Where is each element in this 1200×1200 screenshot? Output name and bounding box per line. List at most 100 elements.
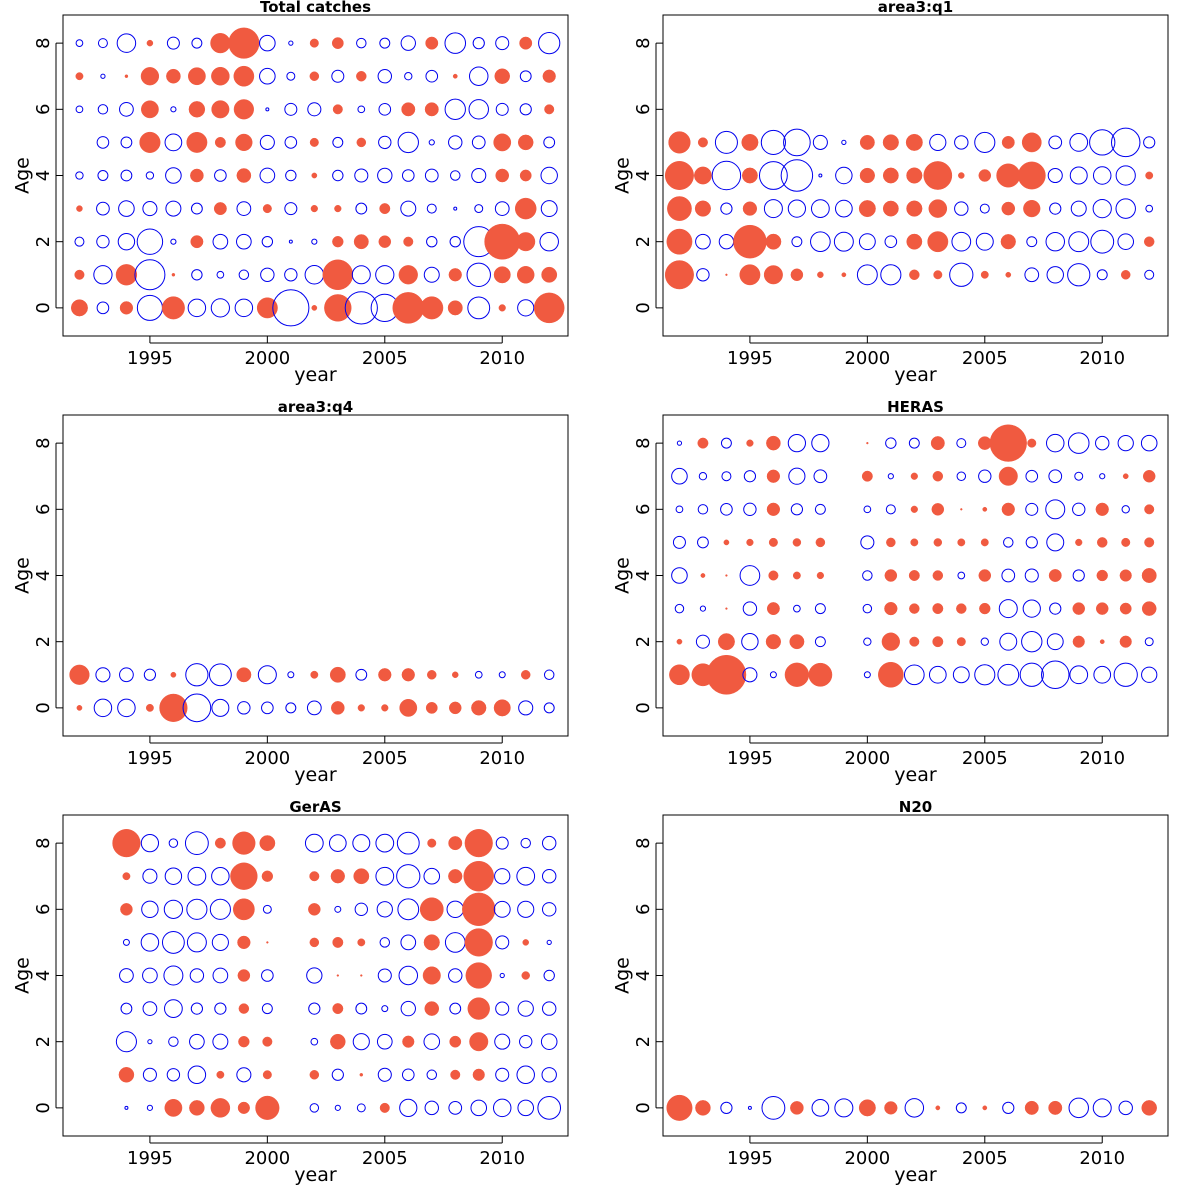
- residual-bubble-negative: [119, 101, 134, 117]
- residual-bubble-positive: [928, 199, 948, 218]
- residual-bubble-negative: [165, 167, 182, 184]
- y-tick-label: 0: [633, 1102, 654, 1113]
- residual-bubble-negative: [145, 171, 155, 180]
- residual-bubble-positive: [357, 704, 365, 712]
- residual-bubble-positive: [1119, 602, 1132, 615]
- residual-bubble-negative: [189, 1033, 205, 1050]
- residual-bubble-negative: [423, 266, 440, 283]
- residual-bubble-negative: [334, 905, 342, 913]
- residual-bubble-negative: [499, 972, 505, 979]
- residual-bubble-negative: [538, 32, 561, 55]
- residual-bubble-positive: [859, 134, 875, 150]
- residual-bubble-positive: [886, 537, 896, 548]
- residual-bubble-negative: [142, 1001, 158, 1016]
- residual-bubble-positive: [381, 704, 389, 712]
- residual-bubble-positive: [882, 134, 899, 151]
- x-tick-label: 1995: [727, 348, 773, 369]
- residual-bubble-positive: [766, 502, 781, 516]
- residual-bubble-negative: [377, 167, 393, 184]
- y-tick-label: 0: [33, 1102, 54, 1113]
- residual-bubble-negative: [698, 472, 708, 481]
- residual-bubble-negative: [1069, 665, 1089, 685]
- residual-bubble-positive: [1097, 537, 1108, 548]
- residual-bubble-positive: [1000, 234, 1016, 250]
- residual-bubble-negative: [404, 72, 413, 81]
- residual-bubble-negative: [1070, 200, 1087, 217]
- residual-bubble-negative: [841, 139, 847, 146]
- residual-bubble-negative: [1117, 434, 1134, 452]
- residual-bubble-positive: [145, 703, 154, 712]
- y-tick-label: 8: [633, 837, 654, 848]
- residual-bubble-negative: [763, 199, 783, 219]
- residual-bubble-positive: [403, 236, 414, 247]
- residual-bubble-positive: [190, 235, 204, 249]
- residual-bubble-negative: [96, 201, 110, 216]
- residual-bubble-negative: [818, 173, 823, 178]
- residual-bubble-negative: [699, 605, 707, 612]
- residual-bubble-negative: [75, 171, 84, 180]
- residual-bubble-negative: [517, 299, 535, 317]
- residual-bubble-negative: [163, 899, 184, 919]
- residual-bubble-positive: [1141, 601, 1157, 616]
- residual-bubble-negative: [674, 603, 685, 614]
- residual-bubble-negative: [118, 200, 135, 217]
- residual-bubble-negative: [1110, 127, 1141, 158]
- residual-bubble-negative: [929, 133, 947, 151]
- residual-bubble-negative: [286, 71, 296, 81]
- residual-bubble-positive: [311, 172, 318, 179]
- residual-bubble-negative: [472, 37, 485, 50]
- residual-bubble-positive: [861, 470, 873, 482]
- residual-bubble-positive: [666, 228, 693, 255]
- residual-bubble-positive: [322, 259, 354, 291]
- residual-bubble-negative: [119, 667, 134, 683]
- residual-bubble-negative: [747, 1105, 752, 1110]
- residual-bubble-negative: [116, 33, 137, 53]
- residual-bubble-positive: [310, 204, 318, 213]
- residual-bubble-positive: [906, 233, 923, 250]
- residual-bubble-negative: [396, 864, 421, 889]
- residual-bubble-positive: [723, 539, 730, 546]
- residual-bubble-positive: [230, 862, 258, 890]
- residual-bubble-positive: [768, 570, 779, 581]
- residual-bubble-positive: [1119, 635, 1132, 648]
- residual-bubble-negative: [381, 1005, 389, 1013]
- residual-bubble-positive: [1072, 602, 1085, 615]
- residual-bubble-negative: [376, 901, 393, 918]
- residual-bubble-positive: [930, 436, 945, 451]
- residual-bubble-positive: [236, 168, 252, 183]
- residual-bubble-positive: [519, 169, 532, 182]
- residual-bubble-positive: [324, 294, 352, 322]
- residual-bubble-negative: [142, 868, 158, 884]
- residual-bubble-negative: [863, 671, 871, 679]
- residual-bubble-positive: [882, 167, 899, 184]
- residual-bubble-positive: [790, 268, 804, 282]
- residual-bubble-positive: [494, 68, 510, 84]
- residual-bubble-negative: [190, 202, 203, 215]
- residual-bubble-negative: [334, 1104, 341, 1111]
- y-axis-label: Age: [612, 557, 634, 594]
- residual-bubble-positive: [766, 435, 781, 451]
- residual-bubble-positive: [259, 835, 276, 852]
- residual-bubble-negative: [236, 233, 252, 250]
- residual-bubble-positive: [1021, 132, 1042, 153]
- residual-bubble-negative: [954, 201, 969, 216]
- residual-bubble-negative: [265, 107, 270, 112]
- residual-bubble-negative: [1115, 165, 1136, 186]
- residual-bubble-positive: [261, 870, 274, 882]
- residual-bubble-negative: [401, 1068, 415, 1082]
- residual-bubble-negative: [787, 434, 807, 453]
- residual-bubble-negative: [1113, 662, 1138, 687]
- residual-bubble-positive: [122, 872, 131, 881]
- residual-bubble-negative: [790, 503, 803, 516]
- residual-bubble-negative: [424, 168, 439, 183]
- residual-bubble-positive: [471, 700, 487, 716]
- residual-bubble-positive: [859, 167, 875, 184]
- residual-bubble-positive: [159, 693, 188, 722]
- residual-bubble-negative: [396, 831, 420, 855]
- residual-bubble-negative: [720, 202, 733, 215]
- residual-bubble-positive: [424, 1001, 440, 1016]
- residual-bubble-negative: [428, 139, 435, 146]
- residual-bubble-negative: [1025, 502, 1039, 516]
- residual-bubble-negative: [212, 1033, 229, 1050]
